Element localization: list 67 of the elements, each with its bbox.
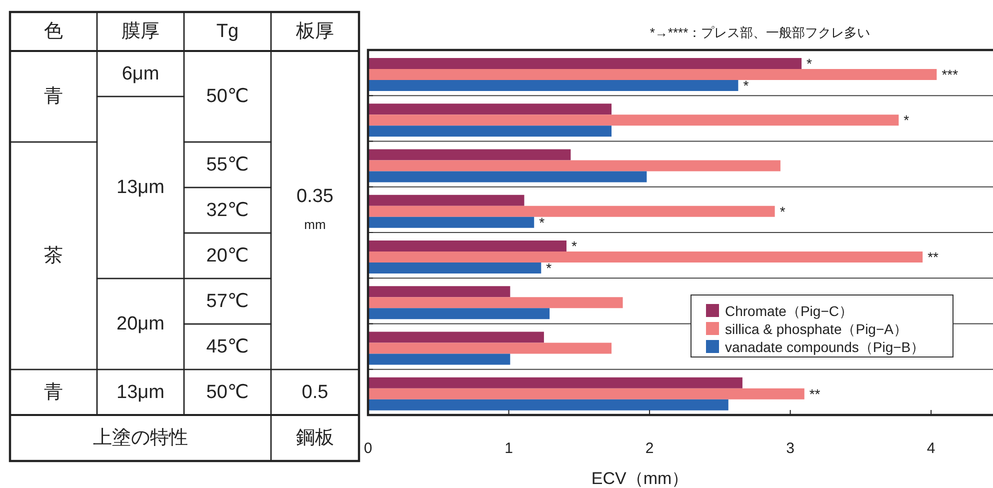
bar [368, 160, 780, 172]
text: 45℃ [206, 336, 249, 358]
bar [368, 206, 775, 217]
bar [368, 171, 647, 182]
data-label: * [546, 260, 552, 276]
bar [368, 286, 510, 298]
bar [368, 69, 937, 80]
text: 50℃ [206, 382, 249, 403]
text: 20℃ [206, 245, 249, 266]
text: 鋼板 [296, 428, 334, 448]
text: 55℃ [206, 154, 249, 176]
bar [368, 297, 623, 308]
text: 32℃ [206, 200, 249, 221]
bar [368, 114, 899, 126]
text: *→****：プレス部、一般部フクレ多い [650, 25, 870, 40]
data-label: * [539, 214, 546, 230]
data-label: ** [809, 386, 821, 402]
x-tick-label: 2 [645, 440, 654, 457]
legend-label: Chromate（Pig−C） [725, 303, 853, 319]
bar [368, 399, 728, 410]
bar [368, 262, 542, 274]
text: 上塗の特性 [93, 428, 188, 448]
text: 13μm [116, 177, 164, 198]
x-tick-label: 0 [364, 440, 372, 457]
bar [368, 149, 571, 160]
text: 57℃ [206, 290, 249, 312]
bar [368, 252, 923, 262]
bar [368, 216, 534, 228]
text: 茶 [44, 245, 63, 266]
bar [368, 377, 742, 388]
text: Tg [216, 21, 239, 42]
data-label: * [904, 112, 910, 128]
text: 青 [44, 382, 63, 403]
text: 0.5 [302, 382, 328, 403]
x-tick-label: 4 [926, 440, 936, 457]
bar [368, 388, 804, 400]
bar [368, 308, 550, 320]
bar [368, 332, 544, 343]
text: 板厚 [295, 21, 334, 42]
text: 13μm [116, 382, 164, 403]
text: 青 [44, 86, 63, 107]
data-label: * [743, 78, 750, 94]
data-label: * [806, 56, 813, 72]
text: 膜厚 [122, 21, 160, 42]
bar [368, 80, 738, 91]
x-tick-label: 3 [786, 440, 794, 457]
legend-label: vanadate compounds（Pig−B） [725, 339, 925, 355]
bar [368, 342, 612, 354]
bar [368, 58, 802, 69]
data-label: ** [928, 249, 940, 265]
text: mm [304, 216, 326, 232]
text: 色 [44, 21, 63, 42]
data-label: *** [942, 66, 959, 82]
text: 20μm [116, 314, 164, 334]
data-label: * [780, 203, 786, 220]
x-tick-label: 1 [504, 440, 513, 457]
bar [368, 194, 524, 206]
bar [368, 126, 612, 137]
text: 0.35 [296, 186, 334, 207]
legend-label: sillica & phosphate（Pig−A） [725, 321, 908, 337]
x-axis-title: ECV（mm） [591, 469, 689, 488]
text: 50℃ [206, 86, 249, 107]
data-label: * [571, 238, 578, 254]
bar [368, 240, 566, 252]
bar [368, 104, 612, 115]
bar [368, 354, 510, 365]
text: 6μm [122, 63, 160, 84]
